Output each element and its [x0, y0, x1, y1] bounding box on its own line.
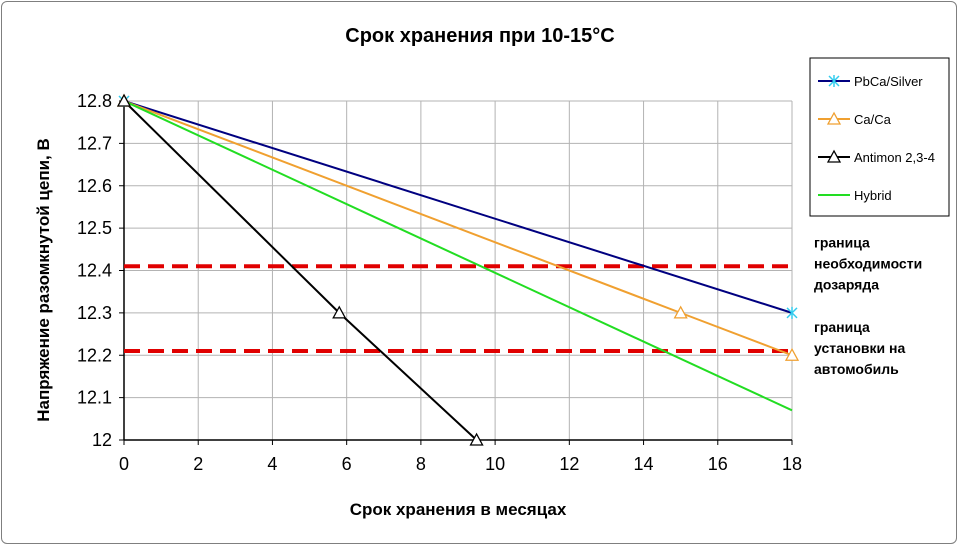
x-tick-label-0: 0	[119, 454, 129, 474]
legend-marker-1	[826, 111, 842, 125]
x-tick-label-9: 18	[782, 454, 802, 474]
y-tick-label-6: 12.6	[77, 176, 112, 196]
x-tick-label-1: 2	[193, 454, 203, 474]
reference-label-0-line-1: необходимости	[814, 255, 922, 271]
x-tick-label-5: 10	[485, 454, 505, 474]
series-1-point-1	[673, 305, 688, 319]
x-tick-label-7: 14	[634, 454, 654, 474]
legend-marker-2	[826, 149, 842, 163]
y-tick-labels: 12 12.1 12.2 12.3 12.4 12.5 12.6 12.7 12.8	[77, 91, 112, 450]
legend-marker-0	[828, 75, 840, 87]
chart-title: Срок хранения при 10-15°С	[345, 25, 614, 47]
y-tick-label-5: 12.5	[77, 218, 112, 238]
legend-label-2: Antimon 2,3-4	[854, 150, 935, 165]
x-axis-label: Срок хранения в месяцах	[350, 500, 567, 519]
y-tick-label-8: 12.8	[77, 91, 112, 111]
reference-label-0-line-0: граница	[814, 234, 870, 250]
reference-label-1-line-2: автомобиль	[814, 361, 899, 377]
y-tick-label-4: 12.4	[77, 261, 112, 281]
reference-label-0-line-2: дозаряда	[814, 276, 879, 292]
series-2-point-2	[469, 432, 484, 446]
legend-label-0: PbCa/Silver	[854, 74, 923, 89]
reference-label-1-line-0: граница	[814, 319, 870, 335]
x-tick-label-3: 6	[342, 454, 352, 474]
series-2-point-0	[116, 93, 132, 107]
y-tick-label-2: 12.2	[77, 345, 112, 365]
x-tick-label-8: 16	[708, 454, 728, 474]
reference-labels: граница необходимости дозаряда граница устан…	[814, 234, 922, 377]
series-0-point-1	[786, 306, 798, 319]
y-tick-label-3: 12.3	[77, 303, 112, 323]
legend-box	[809, 57, 950, 217]
x-tick-label-4: 8	[416, 454, 426, 474]
y-axis-label: Напряжение разомкнутой цепи, В	[34, 138, 53, 422]
series-line-3	[123, 100, 793, 412]
y-tick-label-1: 12.1	[77, 388, 112, 408]
x-tick-labels: 0 2 4 6 8 10 12 14 16 18	[119, 454, 802, 474]
y-tick-label-7: 12.7	[77, 133, 112, 153]
legend-label-3: Hybrid	[854, 188, 892, 203]
y-tick-label-0: 12	[92, 430, 112, 450]
reference-lines	[124, 264, 792, 354]
series-line-0	[123, 100, 793, 314]
series-1-point-2	[784, 347, 800, 361]
x-tick-label-2: 4	[267, 454, 277, 474]
series-group	[116, 93, 800, 446]
legend-label-1: Ca/Ca	[854, 112, 892, 127]
reference-label-1-line-1: установки на	[814, 340, 905, 356]
legend: PbCa/Silver Ca/Ca Antimon 2,3-4 Hybrid	[809, 57, 950, 217]
series-2-point-1	[332, 305, 347, 319]
grid	[119, 100, 793, 445]
x-tick-label-6: 12	[559, 454, 579, 474]
